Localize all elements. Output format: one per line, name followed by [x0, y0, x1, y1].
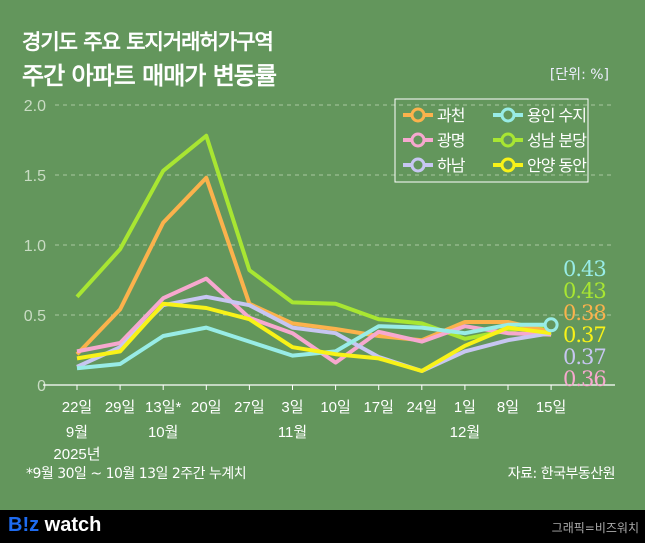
y-tick-label: 1.5 [24, 168, 46, 185]
month-label: 10월 [148, 424, 179, 441]
end-value-label: 0.37 [563, 345, 606, 369]
legend-marker [500, 132, 516, 148]
legend-label: 과천 [437, 106, 465, 125]
x-tick-label: 13일* [145, 399, 181, 416]
graphic-credit: 그래픽=비즈워치 [551, 521, 639, 535]
legend-label: 용인 수지 [527, 106, 586, 125]
month-label: 12월 [450, 424, 481, 441]
legend-label: 하남 [437, 156, 466, 175]
legend-label: 성남 분당 [527, 131, 587, 150]
end-marker [543, 317, 559, 333]
legend-label: 광명 [437, 131, 464, 150]
end-value-label: 0.36 [563, 367, 606, 391]
legend-marker [500, 107, 516, 123]
y-tick-label: 1.0 [24, 238, 46, 255]
unit-label: [단위: %] [549, 67, 609, 83]
month-label: 11월 [278, 424, 307, 441]
legend-marker [500, 157, 516, 173]
chart-title: 경기도 주요 토지거래허가구역 [22, 30, 274, 54]
month-label: 9월 [66, 424, 88, 441]
x-tick-label: 22일 [62, 399, 93, 416]
x-tick-label: 29일 [105, 399, 136, 416]
end-value-label: 0.43 [563, 279, 606, 303]
series-line-용인 수지 [76, 322, 552, 371]
bizwatch-logo: B!z watch [8, 514, 101, 537]
legend-marker [410, 132, 426, 148]
end-value-label: 0.43 [563, 257, 606, 281]
legend-marker [410, 157, 426, 173]
logo-part: watch [39, 514, 102, 536]
x-tick-label: 20일 [191, 399, 222, 416]
source-label: 자료: 한국부동산원 [507, 466, 616, 482]
series-line-성남 분당 [75, 133, 552, 341]
line-chart: 0 0.5 1.0 1.5 2.0 22일 29일 13일* 20일 27일 3일 10일 17일 24일… [24, 98, 615, 463]
y-tick-label: 2.0 [24, 98, 46, 115]
logo-part: B!z [8, 514, 40, 536]
legend-label: 안양 동안 [527, 156, 587, 175]
chart-subtitle: 주간 아파트 매매가 변동률 [22, 62, 277, 90]
legend-marker [410, 107, 426, 123]
x-tick-label: 1일 [454, 399, 476, 416]
x-tick-label: 27일 [234, 399, 265, 416]
series-line-광명 [76, 276, 552, 365]
legend-box [394, 98, 589, 183]
y-tick-label: 0 [37, 378, 46, 395]
x-tick-label: 3일 [281, 399, 303, 416]
end-value-label: 0.38 [563, 301, 606, 325]
x-tick-label: 24일 [407, 399, 438, 416]
series-line-안양 동안 [76, 301, 552, 373]
x-tick-label: 8일 [497, 399, 519, 416]
footer-bar: B!z watch 그래픽=비즈워치 [0, 510, 645, 543]
end-value-label: 0.37 [563, 323, 606, 347]
series-line-과천 [75, 175, 552, 356]
footnote: *9월 30일 ~ 10월 13일 2주간 누계치 [26, 466, 247, 482]
x-tick-label: 15일 [536, 399, 567, 416]
x-tick-label: 17일 [363, 399, 394, 416]
year-label: 2025년 [53, 446, 100, 463]
x-tick-label: 10일 [320, 399, 351, 416]
y-tick-label: 0.5 [24, 308, 46, 325]
